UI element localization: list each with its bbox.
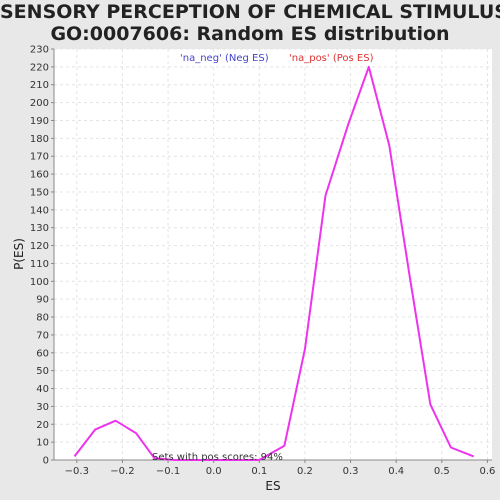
- y-tick-label: 110: [30, 259, 49, 270]
- y-tick-label: 20: [36, 420, 49, 431]
- y-tick-labels: 0 10 20 30 40 50 60 70 80 90 100 110 120 130 140 150 160…: [30, 45, 54, 467]
- y-tick-label: 10: [36, 438, 49, 449]
- x-tick-label: −0.1: [156, 466, 180, 477]
- x-tick-label: −0.2: [110, 466, 134, 477]
- y-tick-label: 100: [30, 277, 49, 288]
- y-tick-label: 60: [36, 348, 49, 359]
- axes: [53, 49, 492, 461]
- legend-pos: 'na_pos' (Pos ES): [289, 53, 374, 64]
- y-tick-label: 150: [30, 187, 49, 198]
- plot-area: [54, 49, 492, 460]
- y-axis-label: P(ES): [12, 238, 26, 270]
- y-tick-label: 80: [36, 313, 49, 324]
- y-tick-label: 70: [36, 330, 49, 341]
- y-tick-label: 130: [30, 223, 49, 234]
- y-tick-label: 220: [30, 62, 49, 73]
- y-tick-label: 210: [30, 80, 49, 91]
- y-tick-label: 160: [30, 170, 49, 181]
- x-tick-label: 0.6: [479, 466, 495, 477]
- series-group: [73, 65, 475, 461]
- y-tick-label: 230: [30, 45, 49, 56]
- x-tick-label: −0.3: [65, 466, 89, 477]
- chart-title-line2: GO:0007606: Random ES distribution: [50, 23, 450, 45]
- y-tick-label: 50: [36, 366, 49, 377]
- legend-neg: 'na_neg' (Neg ES): [180, 53, 269, 64]
- y-tick-label: 0: [43, 456, 49, 467]
- y-tick-label: 40: [36, 384, 49, 395]
- x-tick-label: 0.1: [251, 466, 267, 477]
- x-tick-label: 0.3: [343, 466, 359, 477]
- y-tick-label: 190: [30, 116, 49, 127]
- y-tick-label: 170: [30, 152, 49, 163]
- x-tick-label: 0.5: [434, 466, 450, 477]
- chart-title-line1: SENSORY PERCEPTION OF CHEMICAL STIMULUS%…: [0, 1, 500, 23]
- grid-lines: [54, 48, 492, 461]
- pos-score-annotation: Sets with pos scores: 94%: [152, 452, 283, 463]
- x-axis-label: ES: [265, 479, 280, 493]
- x-tick-labels: −0.3 −0.2 −0.1 0.0 0.1 0.2 0.3 0.4 0.5 0.6: [65, 460, 495, 477]
- x-tick-label: 0.0: [206, 466, 222, 477]
- y-tick-label: 90: [36, 295, 49, 306]
- series-line: [73, 65, 475, 461]
- y-tick-label: 30: [36, 402, 49, 413]
- x-tick-label: 0.4: [388, 466, 404, 477]
- y-tick-label: 180: [30, 134, 49, 145]
- y-tick-label: 200: [30, 98, 49, 109]
- y-tick-label: 120: [30, 241, 49, 252]
- y-tick-label: 140: [30, 205, 49, 216]
- x-tick-label: 0.2: [297, 466, 313, 477]
